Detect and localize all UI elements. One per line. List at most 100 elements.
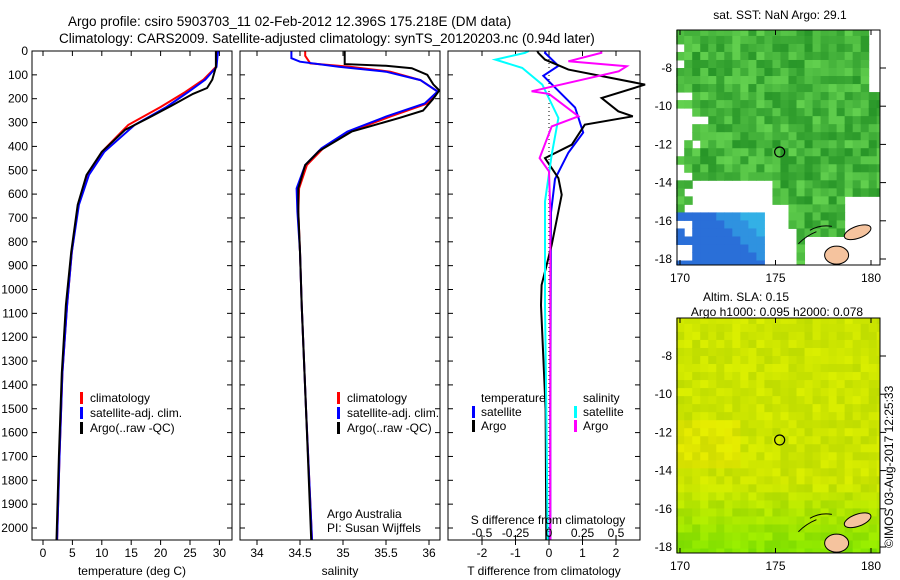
map-cell: [716, 476, 725, 485]
map-cell: [756, 540, 765, 550]
map-cell: [724, 315, 733, 325]
map-cell: [804, 347, 814, 357]
map-cell: [820, 172, 830, 181]
map-cell: [708, 100, 717, 109]
map-cell: [788, 124, 798, 133]
map-cell: [740, 132, 749, 141]
map-cell: [716, 500, 725, 509]
map-cell: [812, 140, 822, 149]
map-cell: [708, 156, 717, 165]
map-cell: [820, 436, 830, 445]
map-cell: [780, 347, 789, 357]
map-cell: [844, 124, 854, 133]
depth-tick-label: 100: [8, 68, 28, 82]
map-cell: [764, 100, 773, 109]
map-cell: [772, 51, 781, 61]
map-cell: [764, 420, 773, 429]
map-cell: [724, 339, 733, 349]
map-mask: [880, 313, 900, 558]
map-cell: [812, 484, 822, 493]
map-cell: [676, 51, 685, 61]
map-cell: [748, 356, 757, 365]
map-cell: [708, 323, 717, 333]
map-cell: [764, 444, 773, 453]
map-cell: [804, 164, 814, 173]
map-cell: [684, 315, 693, 325]
map-cell: [812, 124, 822, 133]
map-cell: [844, 156, 854, 165]
map-cell: [716, 380, 725, 389]
map-cell: [836, 380, 846, 389]
map-cell: [732, 51, 741, 61]
map-cell: [812, 180, 822, 189]
map-cell: [748, 323, 757, 333]
map-cell: [732, 508, 741, 517]
map-cell: [852, 388, 862, 397]
map-cell: [796, 356, 806, 365]
map-cell: [692, 468, 701, 477]
map-cell: [684, 148, 693, 157]
map-cell: [788, 380, 798, 389]
map-cell: [708, 532, 717, 542]
map-cell: [708, 444, 717, 453]
map-cell: [716, 388, 725, 397]
map-cell: [844, 476, 854, 485]
map-cell: [716, 396, 725, 405]
salinity-panel: [239, 50, 441, 545]
map-cell: [684, 476, 693, 485]
map-cell: [772, 100, 781, 109]
map-cell: [868, 468, 878, 477]
map-cell: [716, 244, 725, 254]
map-cell: [692, 436, 701, 445]
map-cell: [684, 372, 693, 381]
map-cell: [772, 364, 781, 373]
map-cell: [708, 540, 717, 550]
map-cell: [844, 524, 854, 533]
map-cell: [676, 508, 685, 517]
map-cell: [700, 164, 709, 173]
map-cell: [836, 508, 846, 517]
map-cell: [740, 220, 749, 229]
map-cell: [764, 356, 773, 365]
map-cell: [780, 428, 789, 437]
depth-tick-label: 1200: [1, 330, 28, 344]
map-cell: [828, 148, 838, 157]
map-cell: [844, 492, 854, 501]
map-cell: [812, 188, 822, 197]
map-cell: [748, 59, 757, 69]
map-cell: [772, 315, 781, 325]
map-cell: [804, 59, 814, 69]
map-cell: [756, 156, 765, 165]
depth-tick-label: 1500: [1, 402, 28, 416]
map-cell: [724, 140, 733, 149]
map-cell: [828, 100, 838, 109]
map-cell: [788, 492, 798, 501]
map-cell: [868, 148, 878, 157]
map-cell: [692, 92, 701, 101]
map-cell: [684, 51, 693, 61]
x-tick-label: 36: [422, 546, 436, 560]
series-line-s-satellite: [491, 50, 560, 540]
map-cell: [732, 315, 741, 325]
map-cell: [788, 148, 798, 157]
map-cell: [852, 84, 862, 93]
map-cell: [772, 540, 781, 550]
map-cell: [804, 84, 814, 93]
x-tick-label: 5: [69, 546, 76, 560]
map-cell: [804, 339, 814, 349]
map-cell: [860, 404, 870, 413]
map-cell: [756, 347, 765, 357]
map-cell: [860, 452, 870, 461]
map-cell: [812, 508, 822, 517]
map-cell: [844, 27, 854, 37]
map-cell: [868, 500, 878, 509]
map-cell: [756, 364, 765, 373]
map-cell: [844, 484, 854, 493]
map-cell: [708, 252, 717, 262]
map-cell: [860, 140, 870, 149]
map-cell: [796, 532, 806, 542]
map-cell: [732, 396, 741, 405]
map-cell: [852, 323, 862, 333]
map-cell: [772, 516, 781, 525]
